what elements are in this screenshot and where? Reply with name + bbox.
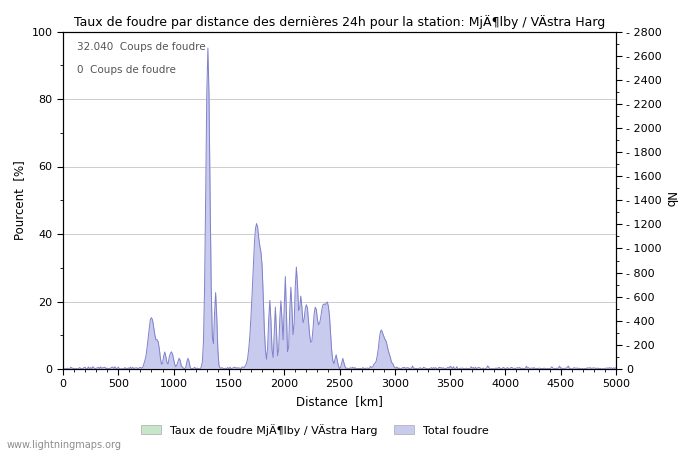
Legend: Taux de foudre MjÄ¶lby / VÄstra Harg, Total foudre: Taux de foudre MjÄ¶lby / VÄstra Harg, To… bbox=[136, 419, 494, 440]
Text: 0  Coups de foudre: 0 Coups de foudre bbox=[77, 65, 176, 75]
Y-axis label: Nb: Nb bbox=[663, 192, 676, 208]
X-axis label: Distance  [km]: Distance [km] bbox=[296, 395, 383, 408]
Text: www.lightningmaps.org: www.lightningmaps.org bbox=[7, 440, 122, 450]
Title: Taux de foudre par distance des dernières 24h pour la station: MjÄ¶lby / VÄstra : Taux de foudre par distance des dernière… bbox=[74, 15, 605, 29]
Text: 32.040  Coups de foudre: 32.040 Coups de foudre bbox=[77, 42, 206, 52]
Y-axis label: Pourcent  [%]: Pourcent [%] bbox=[13, 160, 26, 240]
